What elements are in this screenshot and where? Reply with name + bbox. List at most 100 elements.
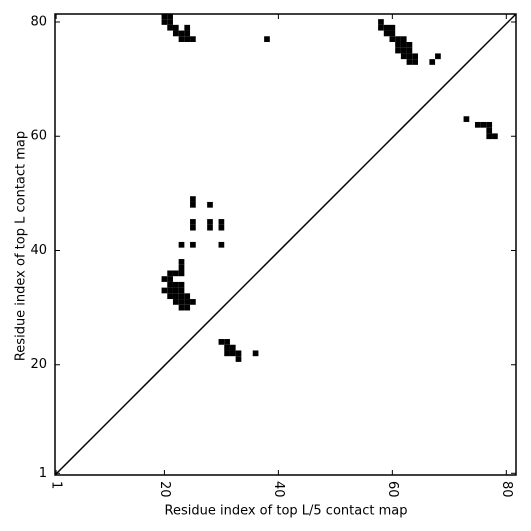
contact-cell [252,350,259,357]
x-tick-label: 60 [385,481,400,498]
y-tick-label: 20 [30,357,47,372]
contact-cell [480,121,487,128]
contact-cell [178,281,185,288]
contact-cell [190,201,196,208]
contact-cell [178,241,185,248]
contact-cell [190,224,196,231]
contact-cell [184,304,191,311]
contact-cell [406,59,413,65]
contact-cell [395,41,401,48]
contact-cell [235,350,242,357]
contact-cell [406,53,413,60]
contact-cell [178,270,185,277]
contact-cell [167,293,173,300]
contact-cell [389,24,396,31]
diagonal [54,13,517,476]
contact-cell [218,219,225,225]
contact-cell [400,53,407,60]
contact-cell [167,24,173,31]
contact-cell [229,344,236,351]
y-tick-label: 60 [30,129,47,144]
contact-cell [172,281,179,288]
contact-cell [474,121,481,128]
contact-cell [395,47,401,54]
contact-cell [161,287,168,294]
contact-cell [389,30,396,37]
contact-cell [486,133,493,140]
y-axis-label: Residue index of top L contact map [14,131,29,361]
x-tick-label: 80 [499,481,514,498]
contact-cell [492,133,498,140]
contact-cell [389,36,396,42]
y-tick-label: 80 [30,14,47,29]
contact-cell [178,304,185,311]
contact-cell [167,276,173,282]
contact-cell [161,19,168,25]
contact-cell [161,276,168,282]
contact-cell [178,259,185,265]
contact-cell [172,293,179,300]
plot-frame [54,13,517,476]
contact-cell [190,299,196,305]
contact-cell [412,59,418,65]
y-tick-label: 1 [39,466,47,481]
contact-cell [378,19,384,25]
contact-cell [172,299,179,305]
contact-cell [184,299,191,305]
x-axis-label: Residue index of top L/5 contact map [165,504,408,519]
contact-cell [229,350,236,357]
contact-cell [400,41,407,48]
contact-cell [224,339,230,345]
contact-cell [184,293,191,300]
contact-cell [400,36,407,42]
contact-cell [167,19,173,25]
contact-cell [178,299,185,305]
contact-cell [395,36,401,42]
contact-cell [167,281,173,288]
contact-cell [190,36,196,42]
contact-cell [167,13,173,20]
contact-cell [383,30,390,37]
contact-cell [435,53,441,60]
contact-cell [406,47,413,54]
contact-cell [218,339,225,345]
x-tick-label: 40 [271,481,286,498]
contact-cell [224,350,230,357]
contact-cell [172,270,179,277]
contact-cell [224,344,230,351]
contact-cell [172,287,179,294]
contact-cell [207,224,213,231]
contact-cell [167,270,173,277]
contact-cell [406,41,413,48]
contact-cell [178,287,185,294]
contact-cell [264,36,270,42]
contact-cell [412,53,418,60]
contact-cell [463,116,470,122]
contact-cell [207,201,213,208]
contact-cell [378,24,384,31]
contact-cell [178,264,185,271]
contact-cell [486,127,493,134]
contact-cell [486,121,493,128]
contact-cell [172,30,179,37]
contact-cell [235,356,242,362]
contact-cell [167,287,173,294]
contact-cell [178,36,185,42]
contact-cell [178,30,185,37]
contact-cell [400,47,407,54]
contact-cell [190,241,196,248]
contact-cell [184,36,191,42]
contact-cell [218,241,225,248]
contact-cell [190,219,196,225]
contact-cell [429,59,436,65]
contact-cell [184,30,191,37]
contact-cell [218,224,225,231]
x-tick-label: 1 [49,481,64,489]
contact-cell [172,24,179,31]
contact-cell [207,219,213,225]
contact-cell [383,24,390,31]
contact-cell [178,293,185,300]
x-tick-label: 20 [157,481,172,498]
contact-cell [184,24,191,31]
